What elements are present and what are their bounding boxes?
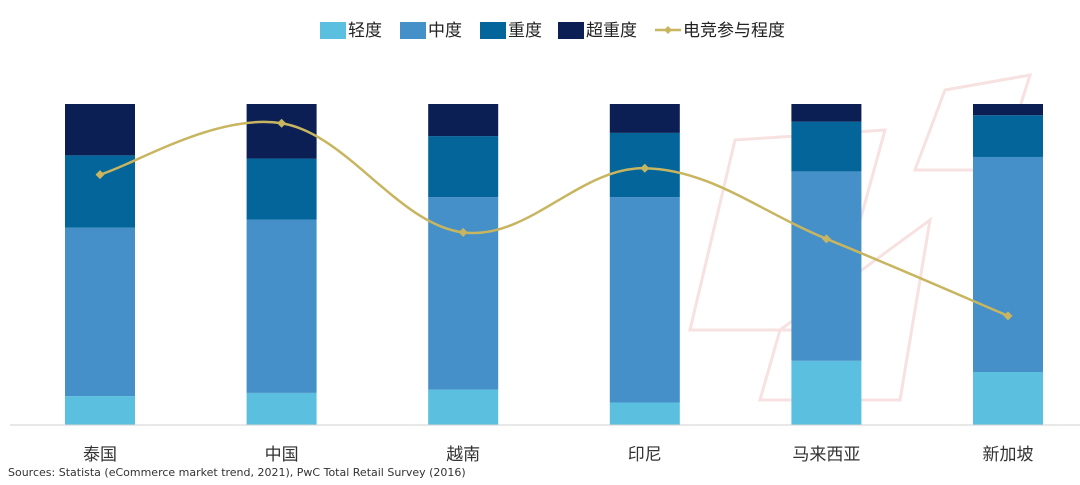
bar-segment-3-cat-5 <box>791 121 862 172</box>
bar-segment-1-cat-1 <box>65 396 135 425</box>
bar-segment-2-cat-4 <box>609 197 680 403</box>
x-tick-label-5: 马来西亚 <box>792 445 860 465</box>
bar-segment-4-cat-4 <box>609 104 680 133</box>
x-tick-label-6: 新加坡 <box>983 445 1034 465</box>
legend-item-1: 轻度 <box>320 21 382 41</box>
bar-segment-4-cat-1 <box>65 104 135 156</box>
legend-swatch-2 <box>400 22 426 39</box>
legend-label-3: 重度 <box>508 21 542 41</box>
legend-item-4: 超重度 <box>558 21 637 41</box>
line-marker-3 <box>458 227 468 237</box>
bar-segment-4-cat-3 <box>428 104 499 137</box>
bars-layer <box>65 104 1043 425</box>
legend-item-2: 中度 <box>400 21 462 41</box>
legend-item-5: 电竞参与程度 <box>655 21 785 41</box>
legend-swatch-4 <box>558 22 584 39</box>
line-layer <box>95 118 1013 321</box>
line-marker-1 <box>95 170 105 180</box>
bar-segment-2-cat-6 <box>973 156 1043 373</box>
bar-segment-4-cat-6 <box>973 104 1043 116</box>
bar-segment-1-cat-5 <box>791 360 862 425</box>
bar-segment-3-cat-1 <box>65 155 135 228</box>
legend-swatch-3 <box>480 22 506 39</box>
line-marker-6 <box>1003 311 1013 321</box>
bar-segment-3-cat-3 <box>428 136 499 198</box>
bar-segment-2-cat-5 <box>791 171 862 361</box>
x-tick-labels: 泰国 中国 越南 印尼 马来西亚 新加坡 <box>83 445 1034 465</box>
source-note: Sources: Statista (eCommerce market tren… <box>8 466 466 479</box>
bar-segment-1-cat-6 <box>973 372 1043 425</box>
bar-segment-1-cat-4 <box>609 402 680 425</box>
legend-item-3: 重度 <box>480 21 542 41</box>
bar-segment-4-cat-5 <box>791 104 862 122</box>
x-tick-label-2: 中国 <box>265 445 299 465</box>
legend-swatch-1 <box>320 22 346 39</box>
line-marker-5 <box>821 234 831 244</box>
legend-label-4: 超重度 <box>586 21 637 41</box>
bar-segment-2-cat-2 <box>246 219 317 393</box>
legend-swatch-marker <box>664 26 672 34</box>
line-marker-2 <box>277 118 287 128</box>
x-tick-label-4: 印尼 <box>628 445 662 465</box>
legend-label-2: 中度 <box>428 21 462 41</box>
legend-label-5: 电竞参与程度 <box>683 21 785 41</box>
x-tick-label-3: 越南 <box>446 445 480 465</box>
bar-segment-3-cat-6 <box>973 115 1043 157</box>
bar-segment-1-cat-2 <box>246 392 317 425</box>
bar-segment-1-cat-3 <box>428 389 499 425</box>
x-tick-label-1: 泰国 <box>83 445 117 465</box>
line-series-path <box>99 120 1009 318</box>
legend-label-1: 轻度 <box>348 21 382 41</box>
legend: 轻度 中度 重度 超重度 电竞参与程度 <box>320 21 785 41</box>
bar-segment-2-cat-1 <box>65 227 135 397</box>
bar-segment-3-cat-2 <box>246 158 317 220</box>
line-marker-4 <box>640 163 650 173</box>
